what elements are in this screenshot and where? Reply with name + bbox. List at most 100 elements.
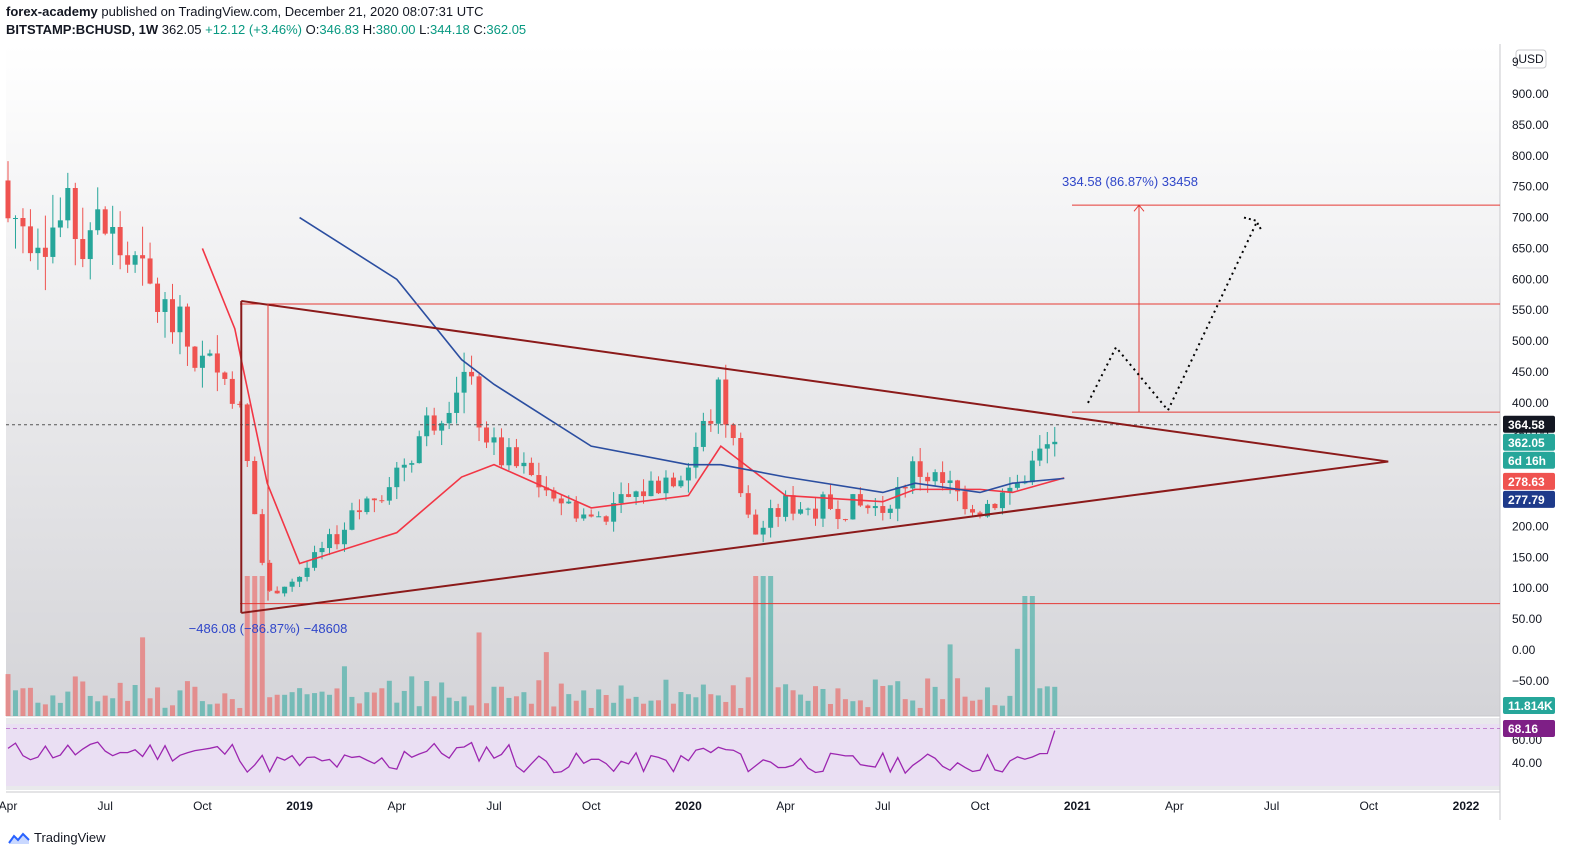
time-tick: Oct <box>971 799 990 813</box>
volume-bar <box>813 686 819 716</box>
candle-body <box>334 534 340 545</box>
price-tag-bg <box>1503 490 1555 508</box>
candle-body <box>513 447 519 467</box>
candle-body <box>177 306 183 333</box>
volume-bar <box>573 700 579 716</box>
price-tag-text: 362.05 <box>1508 436 1545 450</box>
volume-bar <box>992 705 998 716</box>
candle-body <box>768 508 774 528</box>
candle-body <box>970 509 976 513</box>
volume-bar <box>379 688 385 716</box>
volume-bar <box>312 693 318 716</box>
candle-body <box>386 487 392 501</box>
candle-body <box>783 495 789 517</box>
candle-body <box>132 255 138 265</box>
candle-body <box>798 509 804 514</box>
candle-body <box>424 415 430 437</box>
time-tick: Jul <box>875 799 890 813</box>
volume-bar <box>401 690 407 716</box>
candle-body <box>947 480 953 483</box>
volume-bar <box>700 684 706 716</box>
candle-body <box>558 498 564 504</box>
ohlc-line: BITSTAMP:BCHUSD, 1W 362.05 +12.12 (+3.46… <box>6 22 526 37</box>
price-tick: 650.00 <box>1512 241 1549 255</box>
candle-body <box>648 480 654 497</box>
volume-bar <box>513 696 519 716</box>
price-tag-bg <box>1503 451 1555 469</box>
volume-bar <box>835 688 841 716</box>
candle-body <box>289 581 295 587</box>
volume-bar <box>484 703 490 716</box>
candle-body <box>992 503 998 509</box>
time-tick: Apr <box>776 799 795 813</box>
candle-body <box>603 516 609 522</box>
close-value: 362.05 <box>486 22 527 37</box>
volume-bar <box>297 688 303 716</box>
price-tick: 800.00 <box>1512 149 1549 163</box>
author-name[interactable]: forex-academy <box>6 4 98 19</box>
candle-body <box>229 378 235 404</box>
volume-bar <box>386 680 392 716</box>
low-label: L: <box>419 22 430 37</box>
volume-bar <box>663 679 669 716</box>
candle-body <box>214 353 220 373</box>
volume-bar <box>760 576 766 716</box>
price-change: +12.12 (+3.46%) <box>205 22 303 37</box>
volume-bar <box>603 695 609 716</box>
volume-bar <box>65 691 71 716</box>
volume-bar <box>424 680 430 716</box>
candle-body <box>865 505 871 509</box>
volume-bar <box>95 701 101 716</box>
currency-button[interactable] <box>1515 49 1547 69</box>
volume-bar <box>498 686 504 716</box>
tradingview-logo[interactable]: TradingView <box>8 830 106 845</box>
open-label: O: <box>305 22 320 37</box>
volume-bar <box>57 702 63 716</box>
candle-body <box>730 424 736 439</box>
candle-body <box>835 508 841 520</box>
ema-slow-line <box>299 216 1065 494</box>
candle-body <box>715 379 721 424</box>
volume-bar <box>910 700 916 716</box>
time-tick: 2019 <box>286 799 313 813</box>
candle-body <box>999 492 1005 509</box>
candle-body <box>842 519 848 521</box>
volume-bar <box>842 699 848 716</box>
candle-body <box>379 500 385 502</box>
volume-bar <box>618 685 624 716</box>
candle-body <box>1029 460 1035 483</box>
price-tag-bg <box>1503 433 1555 451</box>
candle-body <box>282 586 288 594</box>
volume-bar <box>140 637 146 716</box>
price-tag-bg <box>1503 472 1555 490</box>
time-tick: Apr <box>0 799 17 813</box>
candle-body <box>775 508 781 517</box>
candle-body <box>57 220 63 228</box>
price-tag-bg <box>1503 415 1555 433</box>
volume-bar <box>626 698 632 716</box>
candle-body <box>700 420 706 447</box>
volume-bar <box>738 707 744 716</box>
price-tick: 450.00 <box>1512 365 1549 379</box>
currency-label: USD <box>1518 52 1544 66</box>
candle-body <box>596 516 602 518</box>
candle-body <box>394 467 400 488</box>
volume-bar <box>1052 686 1058 716</box>
candle-body <box>1052 441 1058 445</box>
volume-bar <box>50 695 56 716</box>
candle-body <box>416 436 422 464</box>
candle-body <box>199 355 205 368</box>
triangle-lower <box>241 460 1389 614</box>
volume-bar <box>162 707 168 716</box>
candle-body <box>618 494 624 504</box>
volume-bar <box>192 686 198 716</box>
candle-body <box>401 464 407 468</box>
candle-body <box>5 180 11 219</box>
volume-bar <box>693 697 699 716</box>
time-tick: Oct <box>1359 799 1378 813</box>
candle-body <box>259 514 265 563</box>
volume-bar <box>319 691 325 716</box>
volume-bar <box>558 683 564 716</box>
close-label: C: <box>473 22 487 37</box>
